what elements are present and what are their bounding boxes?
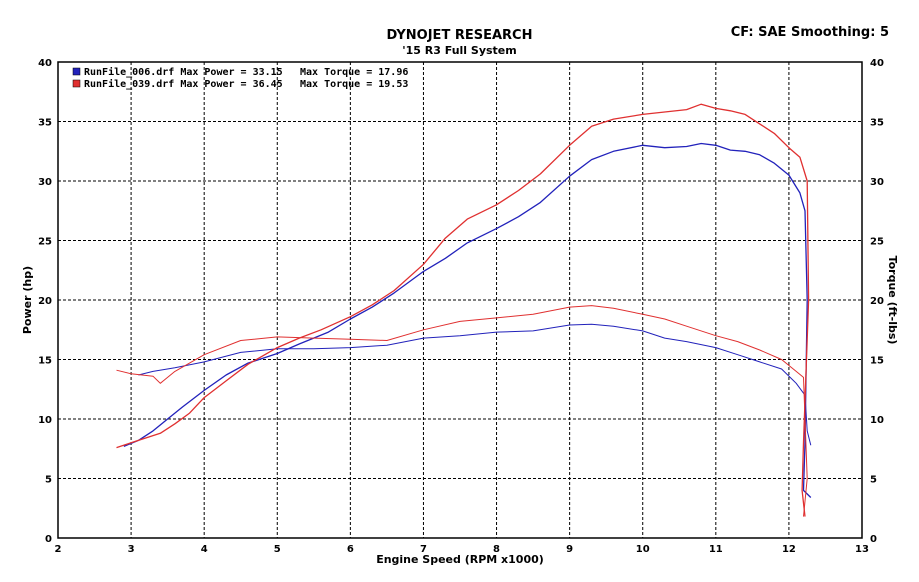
y-tick-label-left: 40 <box>38 58 52 69</box>
y-tick-label-right: 20 <box>870 296 884 307</box>
legend-torque-2: Max Torque = 19.53 <box>300 79 408 90</box>
correction-factor-label: CF: SAE Smoothing: 5 <box>730 25 889 40</box>
y-axis-label-left: Power (hp) <box>21 266 34 334</box>
x-tick-label: 11 <box>709 544 723 555</box>
y-tick-label-right: 35 <box>870 118 884 129</box>
legend-swatch-2 <box>72 79 81 88</box>
x-tick-label: 13 <box>855 544 869 555</box>
x-tick-label: 5 <box>274 544 281 555</box>
y-tick-label-left: 5 <box>45 475 52 486</box>
y-tick-label-left: 10 <box>38 415 52 426</box>
legend-label-1: RunFile_006.drf Max Power = 33.15 <box>84 66 283 78</box>
y-tick-label-right: 40 <box>870 58 884 69</box>
x-tick-label: 8 <box>493 544 500 555</box>
x-tick-label: 7 <box>420 544 427 555</box>
x-tick-label: 12 <box>782 544 796 555</box>
y-tick-label-right: 0 <box>870 534 877 545</box>
series-2-power-line <box>116 103 810 517</box>
y-tick-label-right: 5 <box>870 475 877 486</box>
y-axis-label-right: Torque (ft-lbs) <box>886 256 899 345</box>
series-2-torque-line <box>116 305 808 517</box>
y-tick-label-right: 25 <box>870 237 884 248</box>
chart-title: DYNOJET RESEARCH <box>386 28 533 43</box>
series-lines <box>116 103 812 517</box>
y-tick-label-right: 15 <box>870 356 884 367</box>
series-1-torque-line <box>138 323 812 446</box>
legend-swatch-1 <box>72 67 81 76</box>
grid <box>58 62 862 538</box>
y-tick-label-left: 0 <box>45 534 52 545</box>
y-tick-label-left: 25 <box>38 237 52 248</box>
x-tick-label: 10 <box>636 544 650 555</box>
y-tick-label-right: 10 <box>870 415 884 426</box>
legend-label-2: RunFile_039.drf Max Power = 36.45 <box>84 78 283 90</box>
y-tick-label-left: 30 <box>38 177 52 188</box>
x-tick-label: 3 <box>128 544 135 555</box>
x-tick-label: 6 <box>347 544 354 555</box>
chart-subtitle: '15 R3 Full System <box>402 44 517 57</box>
legend: RunFile_006.drf Max Power = 33.15 Max To… <box>72 66 408 90</box>
series-1-power-line <box>123 142 812 498</box>
y-tick-label-right: 30 <box>870 177 884 188</box>
y-tick-label-left: 15 <box>38 356 52 367</box>
x-tick-label: 4 <box>201 544 208 555</box>
y-tick-label-left: 35 <box>38 118 52 129</box>
x-tick-label: 9 <box>566 544 573 555</box>
x-tick-label: 2 <box>55 544 62 555</box>
legend-torque-1: Max Torque = 17.96 <box>300 67 408 78</box>
x-axis-label: Engine Speed (RPM x1000) <box>376 553 544 566</box>
y-tick-label-left: 20 <box>38 296 52 307</box>
